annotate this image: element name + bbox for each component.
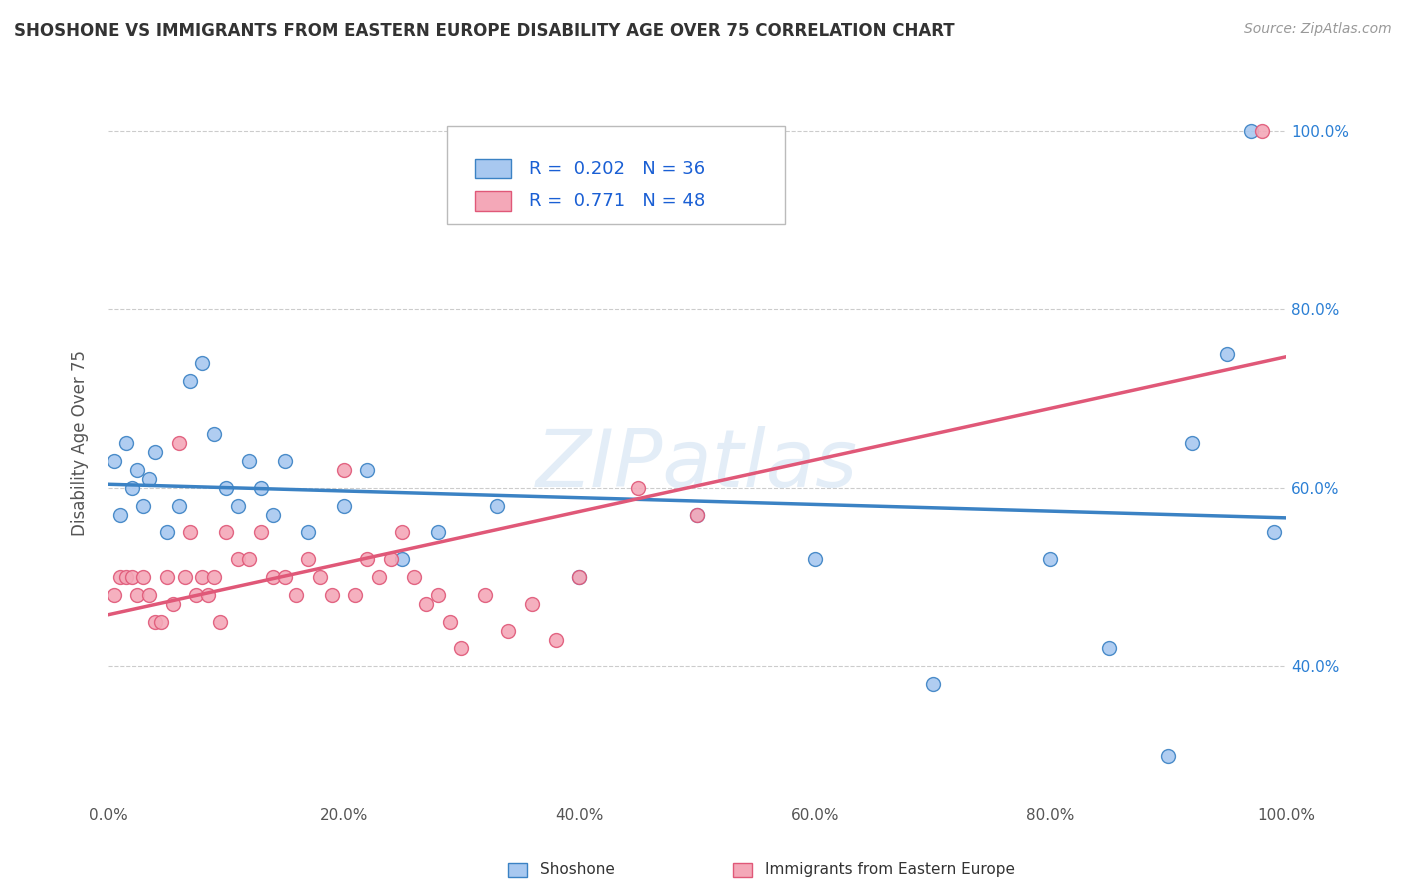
Point	[138, 472, 160, 486]
Text: R =  0.771   N = 48: R = 0.771 N = 48	[529, 192, 706, 210]
Point	[332, 463, 354, 477]
Point	[114, 436, 136, 450]
Point	[202, 427, 225, 442]
Point	[127, 588, 149, 602]
Point	[686, 508, 709, 522]
Text: SHOSHONE VS IMMIGRANTS FROM EASTERN EUROPE DISABILITY AGE OVER 75 CORRELATION CH: SHOSHONE VS IMMIGRANTS FROM EASTERN EURO…	[14, 22, 955, 40]
Point	[273, 454, 295, 468]
Point	[439, 615, 461, 629]
Point	[474, 588, 496, 602]
Text: Immigrants from Eastern Europe: Immigrants from Eastern Europe	[765, 863, 1015, 877]
Point	[568, 570, 591, 584]
Point	[250, 525, 273, 540]
Point	[179, 374, 201, 388]
Point	[191, 570, 214, 584]
Point	[450, 641, 472, 656]
Point	[215, 481, 238, 495]
Point	[121, 570, 143, 584]
Point	[520, 597, 543, 611]
Point	[568, 570, 591, 584]
Y-axis label: Disability Age Over 75: Disability Age Over 75	[72, 351, 89, 536]
Point	[686, 508, 709, 522]
Point	[132, 570, 155, 584]
Point	[121, 481, 143, 495]
Point	[498, 624, 520, 638]
Point	[297, 552, 319, 566]
Point	[309, 570, 332, 584]
Point	[250, 481, 273, 495]
Text: ZIPatlas: ZIPatlas	[536, 425, 858, 504]
Point	[238, 552, 260, 566]
Point	[391, 552, 413, 566]
Point	[143, 615, 166, 629]
Point	[426, 588, 449, 602]
Point	[156, 525, 179, 540]
Point	[1239, 124, 1261, 138]
Point	[202, 570, 225, 584]
Point	[226, 499, 249, 513]
Point	[921, 677, 943, 691]
Point	[380, 552, 402, 566]
Point	[1098, 641, 1121, 656]
Point	[215, 525, 238, 540]
Point	[262, 570, 284, 584]
Point	[114, 570, 136, 584]
Point	[208, 615, 231, 629]
Point	[103, 454, 125, 468]
Point	[103, 588, 125, 602]
Point	[544, 632, 567, 647]
Point	[273, 570, 295, 584]
Point	[1181, 436, 1204, 450]
Point	[179, 525, 201, 540]
Point	[1263, 525, 1285, 540]
Point	[426, 525, 449, 540]
Point	[1039, 552, 1062, 566]
Point	[197, 588, 219, 602]
Point	[356, 463, 378, 477]
Point	[1157, 748, 1180, 763]
Point	[162, 597, 184, 611]
Point	[404, 570, 426, 584]
Point	[108, 508, 131, 522]
Point	[226, 552, 249, 566]
Point	[485, 499, 508, 513]
Point	[262, 508, 284, 522]
Point	[167, 499, 190, 513]
Point	[297, 525, 319, 540]
Point	[1216, 347, 1239, 361]
Point	[186, 588, 208, 602]
Point	[156, 570, 179, 584]
Point	[191, 356, 214, 370]
Point	[1251, 124, 1274, 138]
Point	[132, 499, 155, 513]
Point	[238, 454, 260, 468]
Point	[167, 436, 190, 450]
Point	[108, 570, 131, 584]
Point	[173, 570, 195, 584]
Text: Source: ZipAtlas.com: Source: ZipAtlas.com	[1244, 22, 1392, 37]
Point	[368, 570, 391, 584]
Point	[150, 615, 173, 629]
Text: R =  0.202   N = 36: R = 0.202 N = 36	[529, 160, 704, 178]
Point	[803, 552, 825, 566]
Point	[356, 552, 378, 566]
Point	[415, 597, 437, 611]
Point	[391, 525, 413, 540]
Point	[332, 499, 354, 513]
Point	[143, 445, 166, 459]
Point	[285, 588, 308, 602]
Point	[344, 588, 367, 602]
Point	[321, 588, 343, 602]
Point	[627, 481, 650, 495]
Point	[127, 463, 149, 477]
Text: Shoshone: Shoshone	[540, 863, 614, 877]
Point	[138, 588, 160, 602]
